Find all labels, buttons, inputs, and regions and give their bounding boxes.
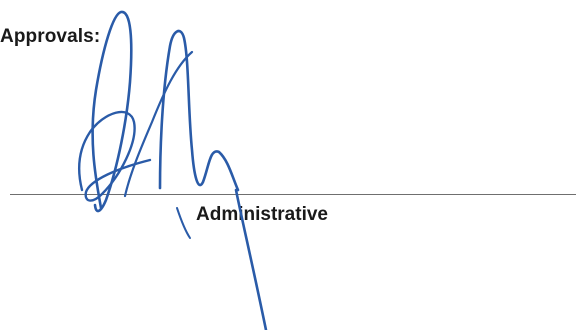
approvals-heading: Approvals: [0, 26, 101, 47]
signature-line [10, 194, 576, 195]
signer-title: Administrative [196, 204, 328, 225]
